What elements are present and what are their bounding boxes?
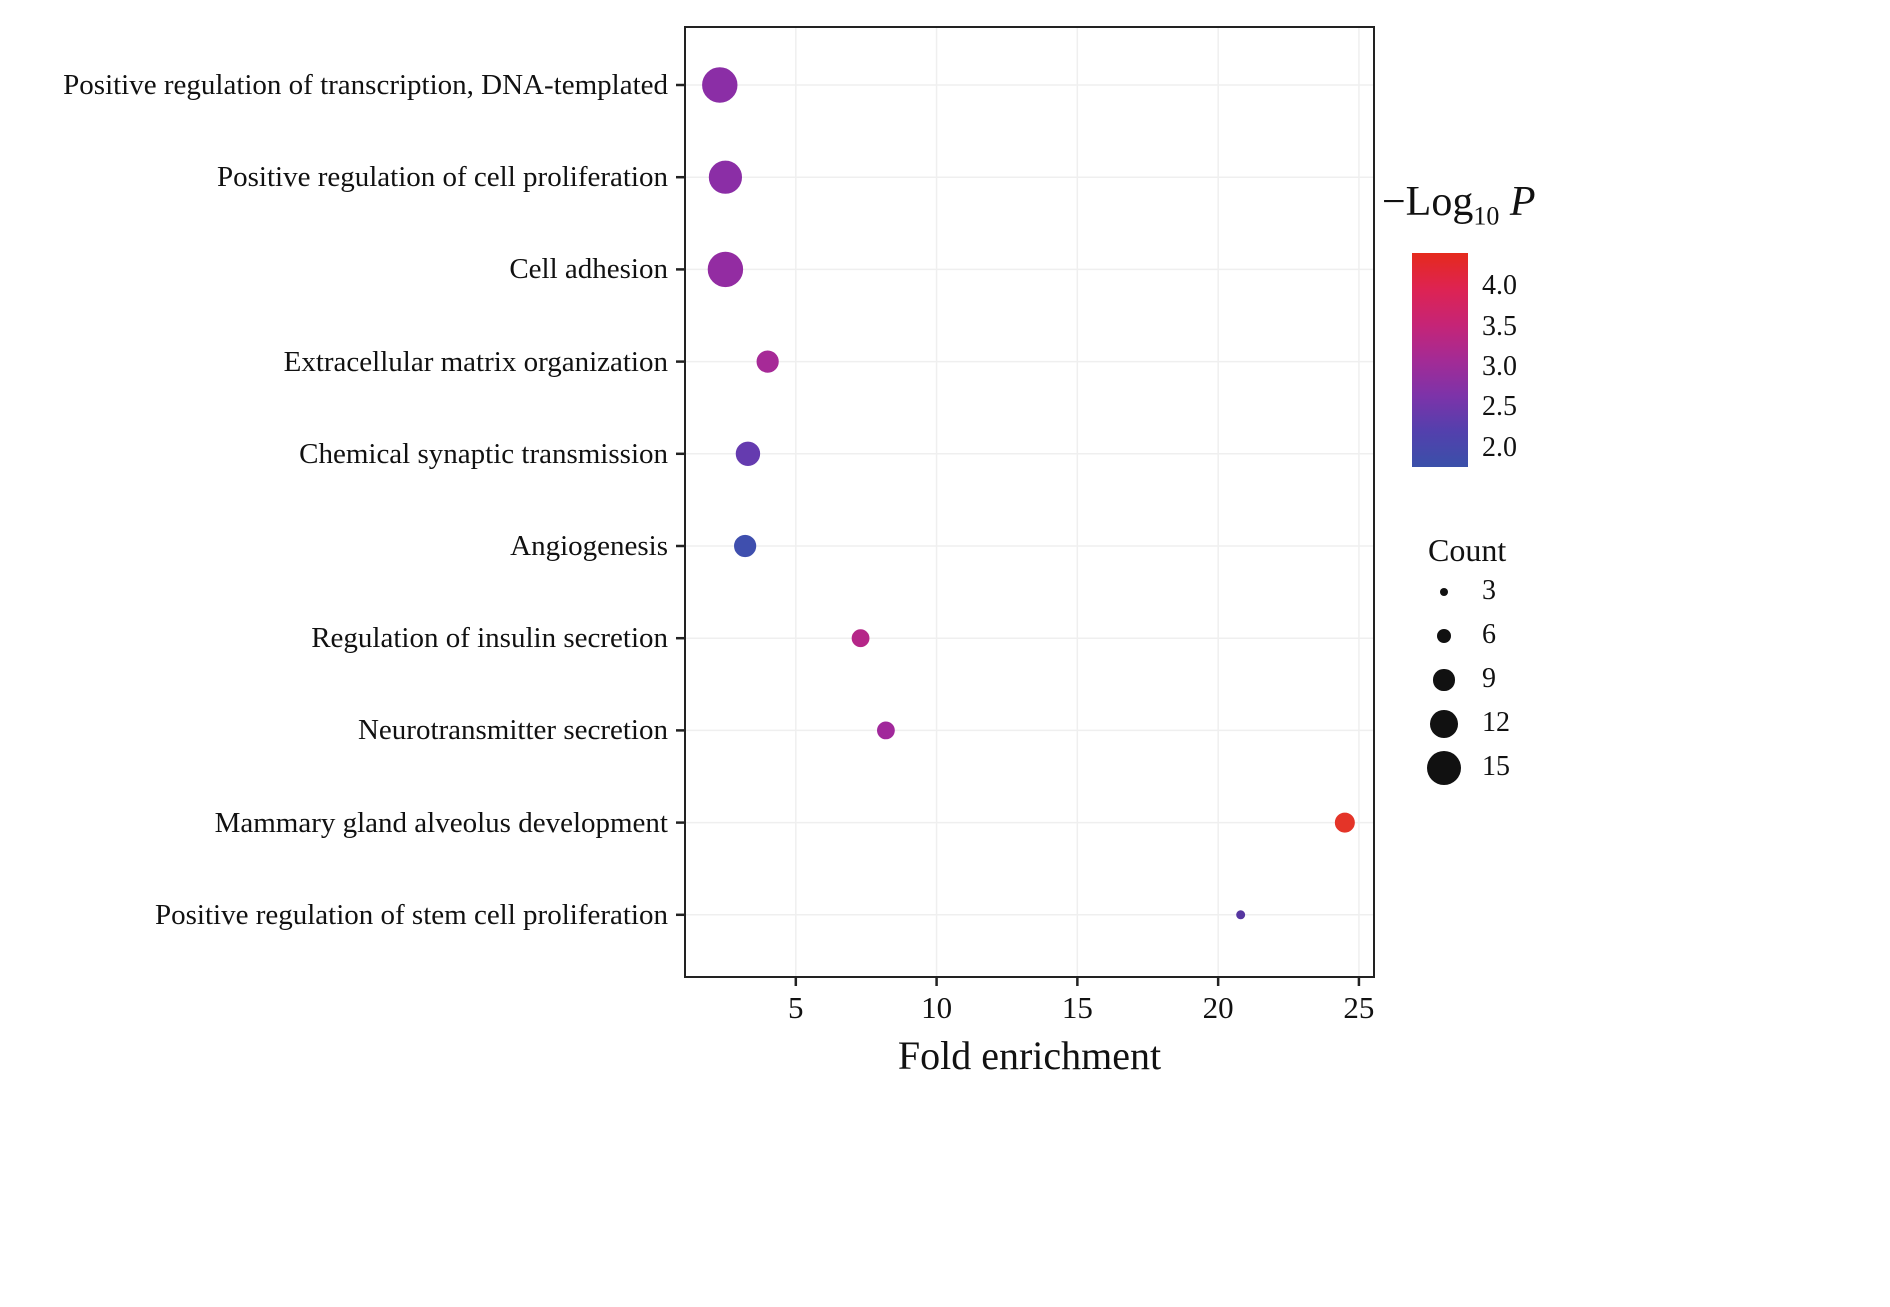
- color-legend-tick-label: 2.5: [1482, 391, 1517, 423]
- color-legend-title-prefix: −Log: [1382, 179, 1474, 225]
- data-bubble: [735, 441, 761, 466]
- x-axis-tick-label: 10: [921, 990, 953, 1025]
- data-bubble: [756, 350, 779, 373]
- data-bubble: [707, 251, 744, 288]
- color-legend-title-subscript: 10: [1473, 201, 1500, 231]
- size-legend-dot: [1433, 669, 1455, 691]
- color-legend-title-variable: P: [1509, 179, 1536, 225]
- size-legend-label: 9: [1482, 663, 1496, 694]
- size-legend-dot: [1430, 710, 1458, 738]
- y-axis-label: Cell adhesion: [509, 253, 668, 286]
- y-axis-label: Mammary gland alveolus development: [214, 806, 668, 839]
- x-axis-title: Fold enrichment: [897, 1033, 1162, 1078]
- x-axis-tick-label: 5: [788, 990, 804, 1025]
- data-bubble: [708, 160, 743, 194]
- y-axis-label: Angiogenesis: [510, 530, 668, 562]
- data-bubble: [734, 534, 757, 558]
- color-legend-tick-label: 3.0: [1482, 351, 1517, 383]
- y-axis-label: Extracellular matrix organization: [283, 345, 668, 378]
- size-legend-title: Count: [1428, 532, 1507, 568]
- color-legend-gradient-bar: [1412, 253, 1468, 467]
- size-legend-label: 6: [1482, 619, 1496, 650]
- color-legend-tick-label: 2.0: [1482, 431, 1517, 463]
- size-legend-label: 3: [1482, 575, 1496, 606]
- color-legend-tick-label: 4.0: [1482, 270, 1517, 302]
- x-axis-tick-label: 25: [1343, 990, 1375, 1025]
- y-axis-label: Positive regulation of stem cell prolife…: [154, 898, 668, 931]
- y-axis-label: Neurotransmitter secretion: [357, 714, 668, 747]
- data-bubble: [1236, 910, 1246, 920]
- data-bubble: [877, 721, 895, 740]
- size-legend-dot: [1426, 750, 1462, 786]
- y-axis-label: Regulation of insulin secretion: [311, 622, 668, 655]
- data-bubble: [702, 67, 738, 103]
- size-legend-label: 12: [1482, 707, 1510, 738]
- y-axis-label: Chemical synaptic transmission: [299, 437, 668, 470]
- size-legend-dot: [1436, 628, 1452, 644]
- data-bubble: [1334, 812, 1355, 833]
- y-axis-label: Positive regulation of cell proliferatio…: [217, 161, 668, 194]
- x-axis-tick-label: 15: [1061, 990, 1093, 1025]
- data-bubble: [851, 629, 870, 648]
- color-legend-title: −Log10 P: [1382, 178, 1536, 231]
- size-legend-dot: [1440, 588, 1448, 596]
- size-legend-label: 15: [1482, 751, 1510, 782]
- color-legend-tick-label: 3.5: [1482, 310, 1517, 342]
- y-axis-label: Positive regulation of transcription, DN…: [63, 69, 668, 101]
- x-axis-tick-label: 20: [1202, 990, 1234, 1025]
